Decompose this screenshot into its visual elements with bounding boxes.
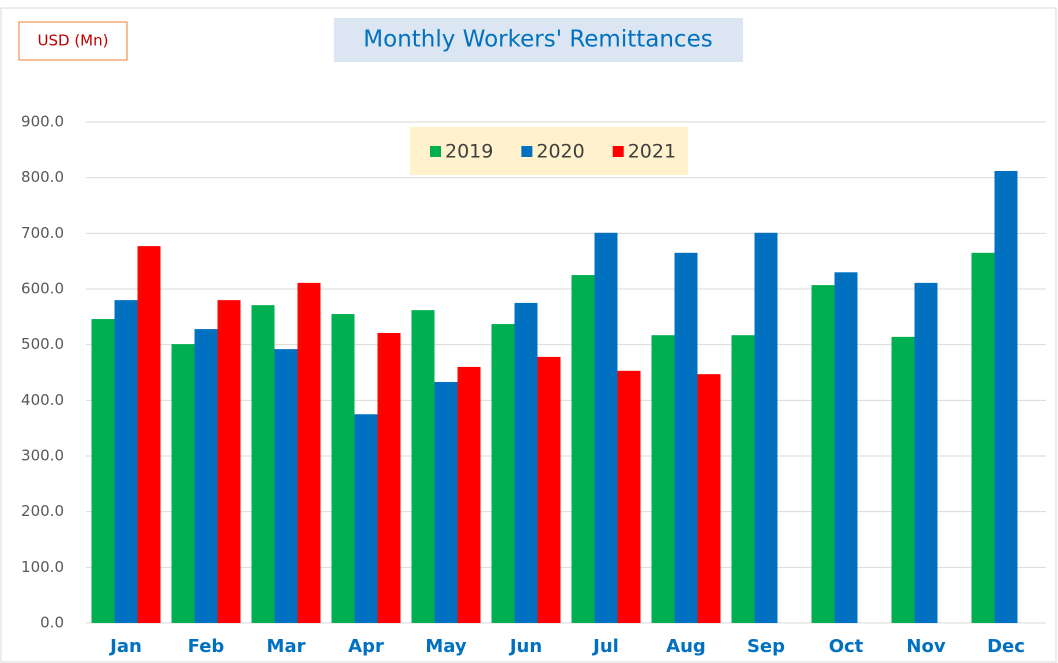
- bar: [274, 349, 298, 623]
- x-tick-label: Dec: [987, 636, 1025, 657]
- x-tick-label: Oct: [829, 636, 864, 657]
- bar: [137, 246, 161, 624]
- x-tick-label: Nov: [906, 636, 945, 657]
- bar: [114, 300, 138, 623]
- x-tick-label: May: [425, 636, 467, 657]
- legend-label: 2020: [536, 141, 584, 163]
- bar: [194, 329, 218, 623]
- bar: [411, 310, 435, 623]
- bar: [434, 381, 458, 623]
- x-tick-label: Jun: [508, 636, 542, 657]
- bar: [994, 170, 1018, 623]
- x-tick-label: Aug: [666, 636, 706, 657]
- y-tick-label: 400.0: [21, 391, 64, 409]
- y-tick-label: 700.0: [21, 224, 64, 242]
- bar: [251, 305, 275, 623]
- bar: [331, 314, 355, 623]
- bar: [674, 252, 698, 624]
- y-tick-label: 0.0: [40, 614, 64, 632]
- legend-swatch: [612, 146, 624, 157]
- bar: [171, 344, 195, 623]
- y-tick-label: 600.0: [21, 280, 64, 298]
- bar: [297, 282, 321, 623]
- legend-label: 2019: [445, 141, 493, 163]
- bar: [651, 335, 675, 623]
- bar: [537, 356, 561, 623]
- title-box: [334, 18, 743, 62]
- unit-label: USD (Mn): [38, 32, 109, 50]
- y-tick-label: 300.0: [21, 447, 64, 465]
- y-tick-label: 800.0: [21, 168, 64, 186]
- bar: [811, 285, 835, 623]
- bar: [91, 319, 115, 623]
- legend-swatch: [430, 146, 441, 157]
- legend-swatch: [521, 146, 533, 157]
- bar: [594, 232, 618, 623]
- bar: [217, 300, 241, 623]
- y-tick-label: 200.0: [21, 502, 64, 520]
- bar: [834, 272, 858, 623]
- chart-title: Monthly Workers' Remittances: [363, 27, 712, 53]
- bar: [971, 252, 995, 624]
- y-tick-label: 900.0: [21, 113, 64, 131]
- bar: [457, 366, 481, 623]
- x-tick-label: Jul: [591, 636, 619, 657]
- x-tick-label: Mar: [267, 636, 306, 657]
- legend-box: [410, 127, 688, 175]
- bar: [914, 282, 938, 623]
- bar: [571, 275, 595, 623]
- x-tick-label: Sep: [747, 636, 785, 657]
- x-tick-label: Feb: [188, 636, 225, 657]
- bar: [354, 414, 378, 623]
- x-tick-label: Apr: [348, 636, 384, 657]
- unit-box: [18, 21, 128, 61]
- y-tick-label: 500.0: [21, 335, 64, 353]
- bar: [697, 374, 721, 623]
- x-tick-label: Jan: [108, 636, 142, 657]
- bar: [754, 232, 778, 623]
- bar: [491, 324, 515, 623]
- bar: [891, 336, 915, 623]
- legend-label: 2021: [628, 141, 676, 163]
- y-tick-label: 100.0: [21, 558, 64, 576]
- bar: [377, 332, 401, 623]
- bar: [617, 370, 641, 623]
- bar: [731, 335, 755, 623]
- bar: [514, 302, 538, 623]
